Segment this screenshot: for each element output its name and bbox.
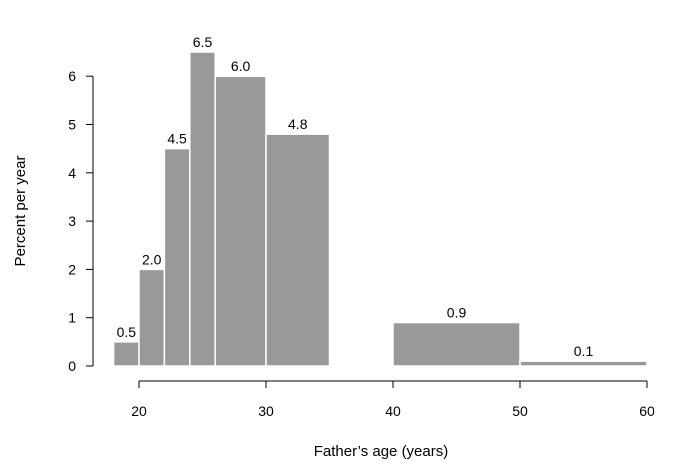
y-tick-label-5: 5 xyxy=(68,117,76,133)
bar-label-30-35: 4.8 xyxy=(288,116,308,132)
bar-label-26-30: 6.0 xyxy=(231,58,251,74)
x-tick-label-60: 60 xyxy=(639,403,655,419)
bar-24-26 xyxy=(189,51,216,367)
x-tick-label-50: 50 xyxy=(512,403,528,419)
y-tick-label-0: 0 xyxy=(68,358,76,374)
bar-label-22-24: 4.5 xyxy=(167,131,187,147)
bar-label-18-20: 0.5 xyxy=(117,324,137,340)
y-tick-label-4: 4 xyxy=(68,165,76,181)
bar-18-20 xyxy=(112,341,140,367)
y-tick-label-6: 6 xyxy=(68,68,76,84)
bar-40-50 xyxy=(392,321,521,367)
y-tick-label-1: 1 xyxy=(68,310,76,326)
x-axis-title: Father’s age (years) xyxy=(314,443,449,460)
bars-group xyxy=(112,51,648,367)
bar-50-60 xyxy=(519,360,648,367)
bar-20-22 xyxy=(138,268,166,367)
y-axis-title: Percent per year xyxy=(12,156,29,267)
y-tick-label-2: 2 xyxy=(68,261,76,277)
x-axis: 20 30 40 50 60 xyxy=(131,380,655,419)
y-tick-label-3: 3 xyxy=(68,213,76,229)
y-axis: 0 1 2 3 4 5 6 xyxy=(68,68,94,374)
bar-label-24-26: 6.5 xyxy=(193,34,213,50)
bar-22-24 xyxy=(163,147,191,367)
bar-labels-group: 0.5 2.0 4.5 6.5 6.0 4.8 0.9 0.1 xyxy=(117,34,594,359)
bar-label-50-60: 0.1 xyxy=(574,343,594,359)
bar-label-40-50: 0.9 xyxy=(447,305,467,321)
x-tick-label-20: 20 xyxy=(131,403,147,419)
bar-26-30 xyxy=(214,75,267,367)
x-tick-label-40: 40 xyxy=(385,403,401,419)
bar-30-35 xyxy=(265,133,331,367)
bar-label-20-22: 2.0 xyxy=(142,251,162,267)
x-tick-label-30: 30 xyxy=(258,403,274,419)
